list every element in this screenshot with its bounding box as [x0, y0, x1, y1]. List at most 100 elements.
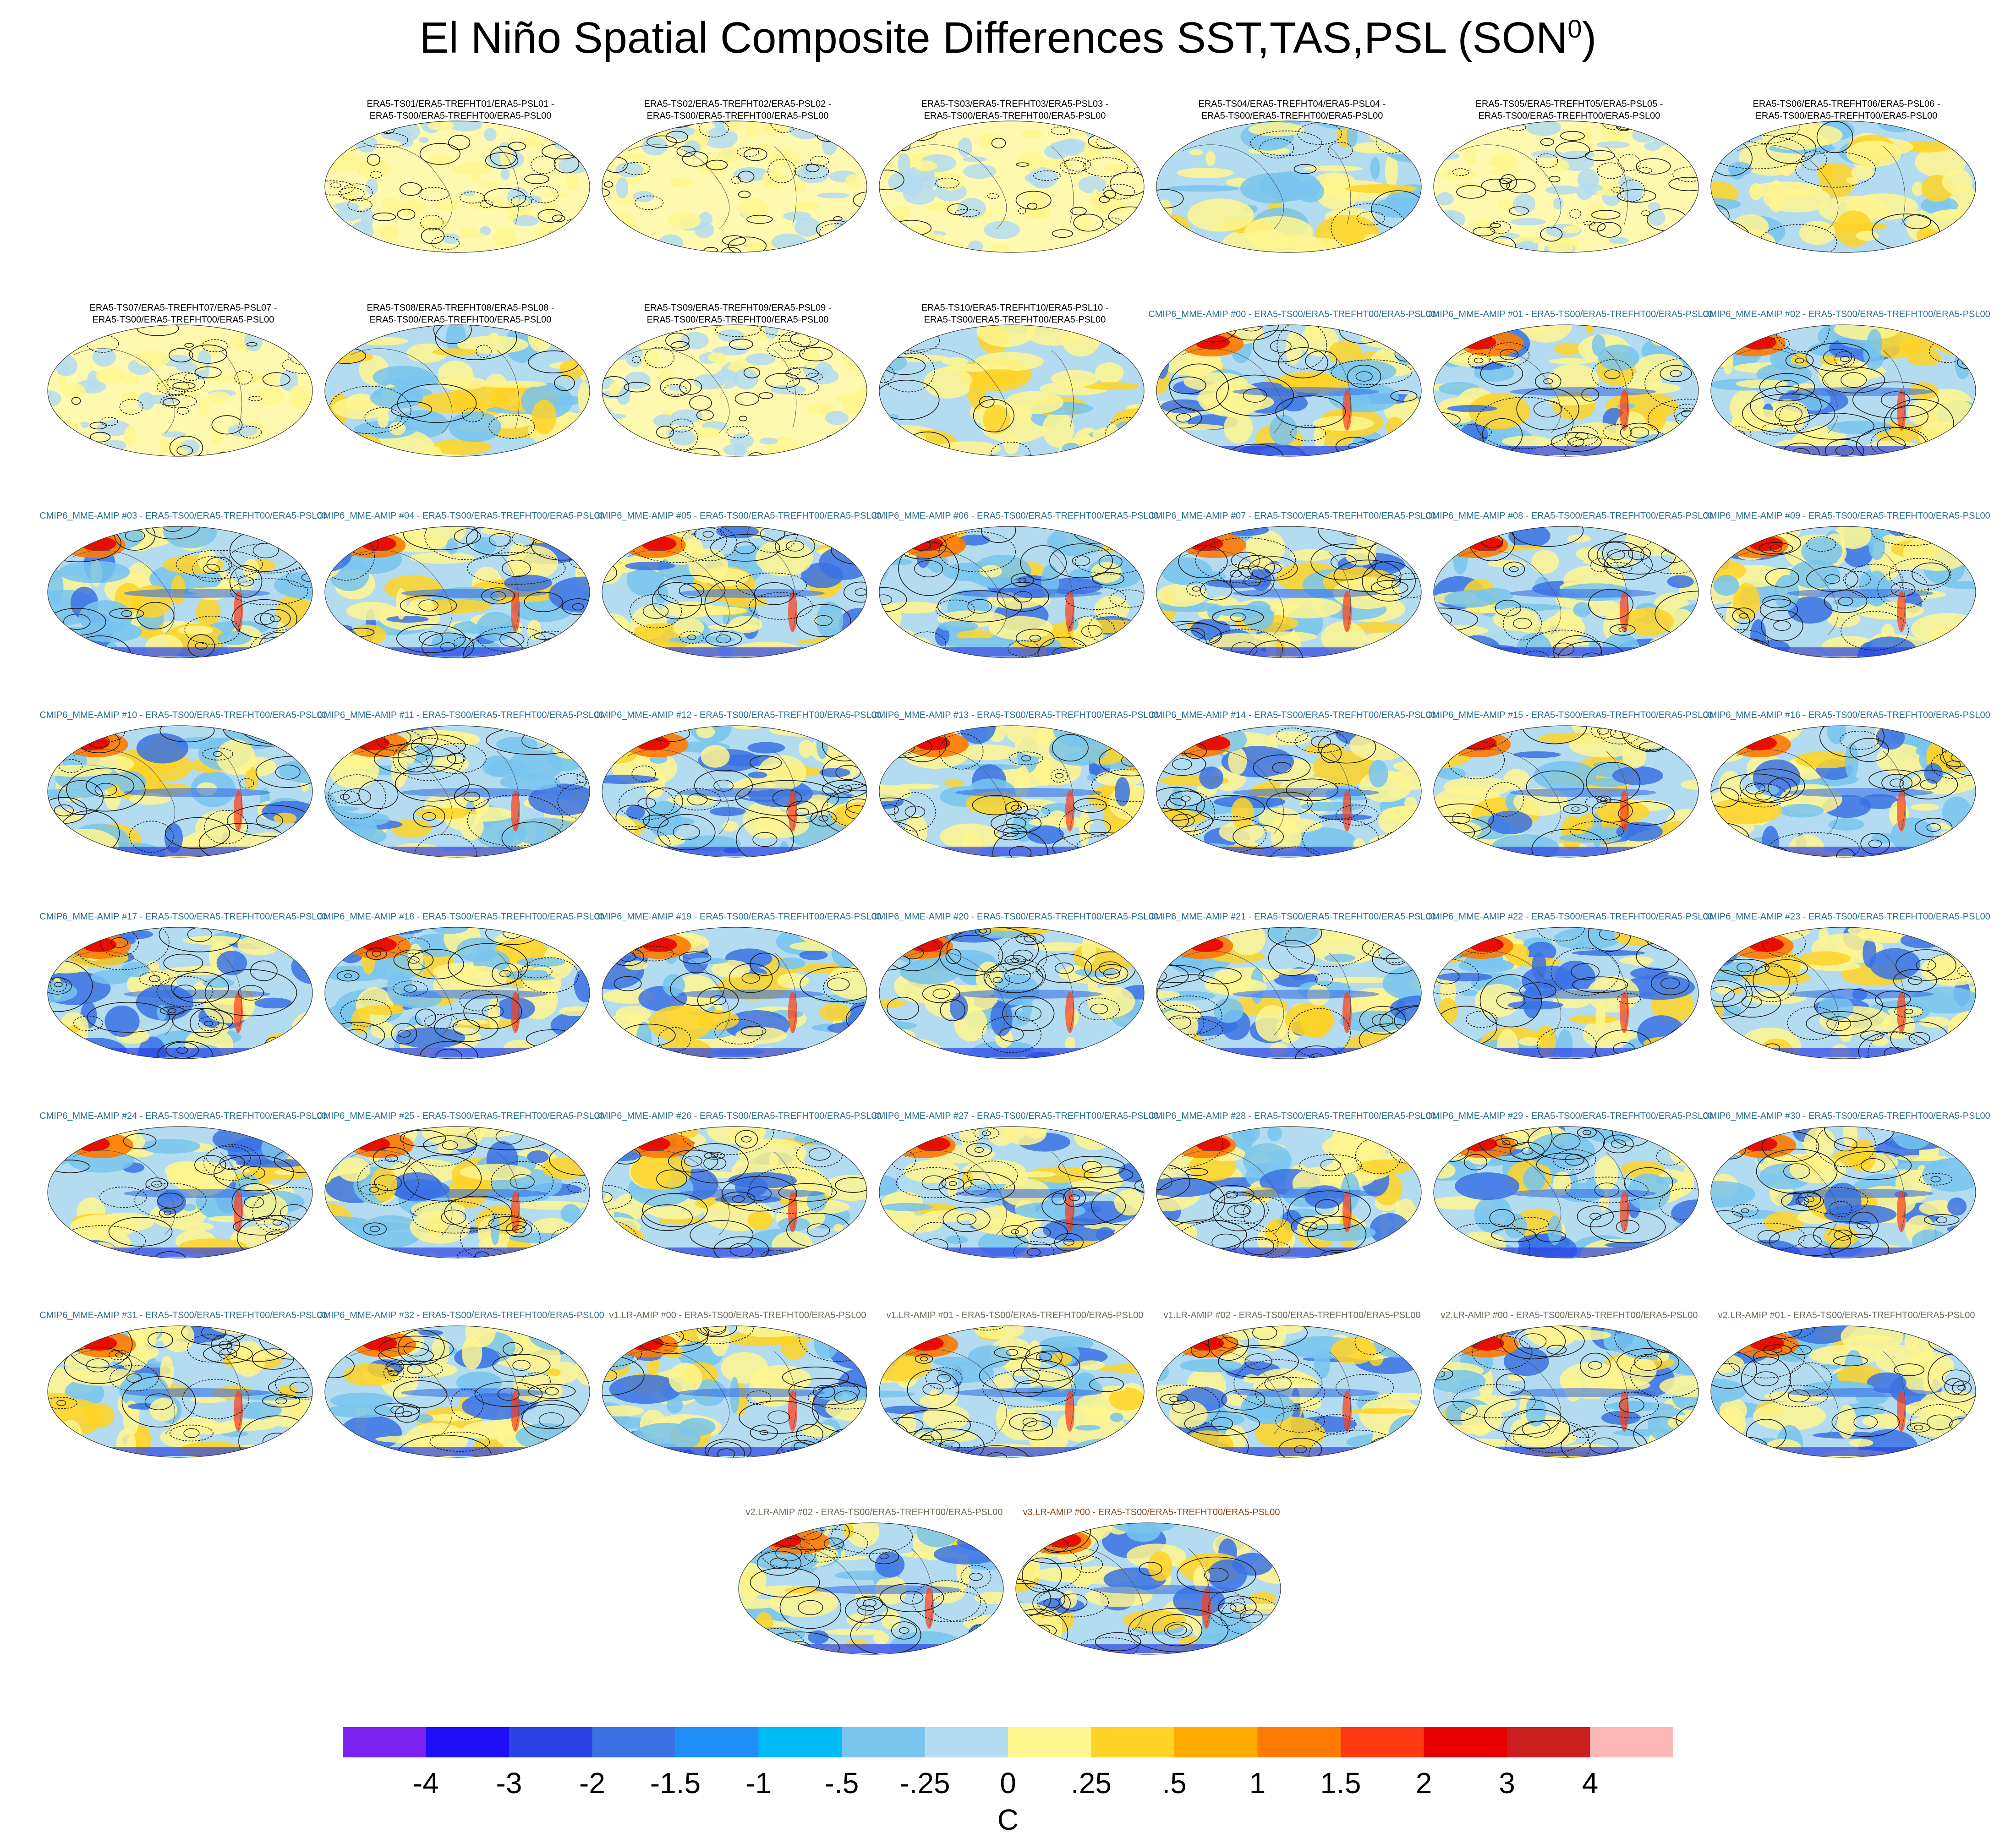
coastline [1182, 1150, 1284, 1235]
anomaly-patch [798, 739, 814, 758]
psl-contour [1172, 758, 1192, 771]
anomaly-patch [612, 726, 679, 735]
anomaly-patch [879, 1390, 915, 1398]
psl-contour [1395, 1329, 1412, 1340]
psl-contour [1172, 1399, 1195, 1414]
psl-contour [1543, 378, 1553, 384]
psl-contour [214, 1155, 295, 1191]
anomaly-patch [1463, 121, 1478, 135]
psl-contour [1728, 635, 1748, 647]
anomaly-patch [789, 121, 823, 139]
southern-band [637, 647, 829, 657]
psl-contour [602, 1235, 618, 1250]
psl-contour [687, 793, 708, 805]
anomaly-patch [401, 208, 414, 216]
anomaly-patch [723, 121, 741, 132]
panel-title-line2: ERA5-TS00/ERA5-TREFHT00/ERA5-PSL00 [646, 111, 829, 121]
psl-contour [1861, 1158, 1885, 1173]
psl-contour [1711, 787, 1740, 808]
anomaly-patch [1446, 1446, 1490, 1457]
anomaly-patch [836, 393, 865, 404]
psl-contour [1510, 1142, 1545, 1160]
anomaly-patch [745, 353, 776, 366]
psl-contour [1293, 164, 1317, 174]
map-panel: CMIP6_MME-AMIP #06 - ERA5-TS00/ERA5-TREF… [871, 497, 1159, 662]
anomaly-patch [1360, 329, 1405, 348]
anomaly-patch [969, 377, 986, 410]
anomaly-patch [879, 526, 933, 537]
anomaly-patch [1003, 433, 1019, 455]
psl-contour [272, 837, 312, 857]
anomaly-patch [711, 960, 751, 978]
psl-contour [1881, 774, 1912, 792]
anomaly-patch [1507, 1374, 1526, 1381]
psl-contour [1104, 736, 1134, 747]
anomaly-patch [1828, 818, 1864, 831]
anomaly-patch [1022, 1171, 1056, 1177]
anomaly-patch [1632, 128, 1655, 143]
globe-outline [1156, 927, 1422, 1059]
anomaly-patch [540, 222, 554, 232]
anomaly-patch [1753, 1401, 1826, 1431]
anomaly-patch [48, 765, 112, 777]
anomaly-patch [1156, 346, 1169, 379]
anomaly-patch [879, 927, 915, 947]
anomaly-patch [763, 1336, 811, 1344]
anomaly-patch [680, 332, 709, 350]
psl-contour [275, 1397, 287, 1405]
anomaly-patch [602, 726, 630, 746]
coastline [1459, 144, 1561, 230]
psl-contour [1890, 405, 1928, 428]
anomaly-patch [120, 372, 139, 386]
psl-contour [1672, 166, 1698, 182]
coastline [904, 144, 1007, 230]
map-panel: CMIP6_MME-AMIP #11 - ERA5-TS00/ERA5-TREF… [317, 696, 604, 861]
anomaly-patch [716, 526, 759, 538]
globe-outline [1433, 927, 1699, 1059]
globe-map [324, 120, 590, 253]
anomaly-patch [734, 726, 763, 730]
anomaly-patch [1664, 1231, 1698, 1252]
psl-contour [1073, 213, 1103, 232]
psl-contour [602, 928, 618, 942]
psl-contour [160, 394, 197, 409]
southern-band [1746, 647, 1938, 657]
psl-contour [278, 1327, 304, 1342]
anomaly-patch [1156, 831, 1169, 856]
globe-map [1156, 120, 1422, 253]
psl-contour [1382, 1326, 1421, 1346]
panel-title: v1.LR-AMIP #01 - ERA5-TS00/ERA5-TREFHT00… [859, 1309, 1171, 1321]
psl-contour [644, 347, 674, 368]
anomaly-patch [48, 635, 80, 656]
psl-contour [811, 1127, 863, 1145]
psl-contour [54, 982, 63, 987]
anomaly-patch [59, 1420, 82, 1454]
psl-contour [734, 1130, 758, 1149]
equatorial-band [1510, 589, 1656, 598]
anomaly-patch [1595, 1002, 1605, 1031]
anomaly-patch [882, 1203, 933, 1211]
anomaly-patch [1845, 743, 1859, 780]
psl-contour [1333, 559, 1402, 592]
anomaly-patch [669, 636, 735, 644]
psl-contour [1637, 167, 1653, 174]
anomaly-patch [1443, 777, 1512, 797]
psl-contour [1857, 1220, 1871, 1230]
map-panel: v2.LR-AMIP #00 - ERA5-TS00/ERA5-TREFHT00… [1432, 1297, 1700, 1461]
psl-contour [817, 131, 853, 142]
anomaly-patch [1105, 424, 1120, 456]
panel-title-line1: CMIP6_MME-AMIP #04 - ERA5-TS00/ERA5-TREF… [317, 511, 604, 521]
psl-contour [385, 1154, 398, 1162]
equatorial-band [678, 990, 825, 999]
anomaly-patch [622, 452, 651, 456]
psl-contour [1843, 571, 1871, 588]
psl-contour [838, 221, 867, 243]
psl-contour [270, 1445, 289, 1456]
anomaly-patch [351, 121, 372, 135]
anomaly-patch [816, 602, 844, 639]
coastline [1182, 550, 1284, 635]
psl-contour [269, 1042, 278, 1047]
map-panel: CMIP6_MME-AMIP #12 - ERA5-TS00/ERA5-TREF… [594, 696, 882, 861]
anomaly-patch [1715, 985, 1731, 995]
psl-contour [367, 241, 389, 248]
